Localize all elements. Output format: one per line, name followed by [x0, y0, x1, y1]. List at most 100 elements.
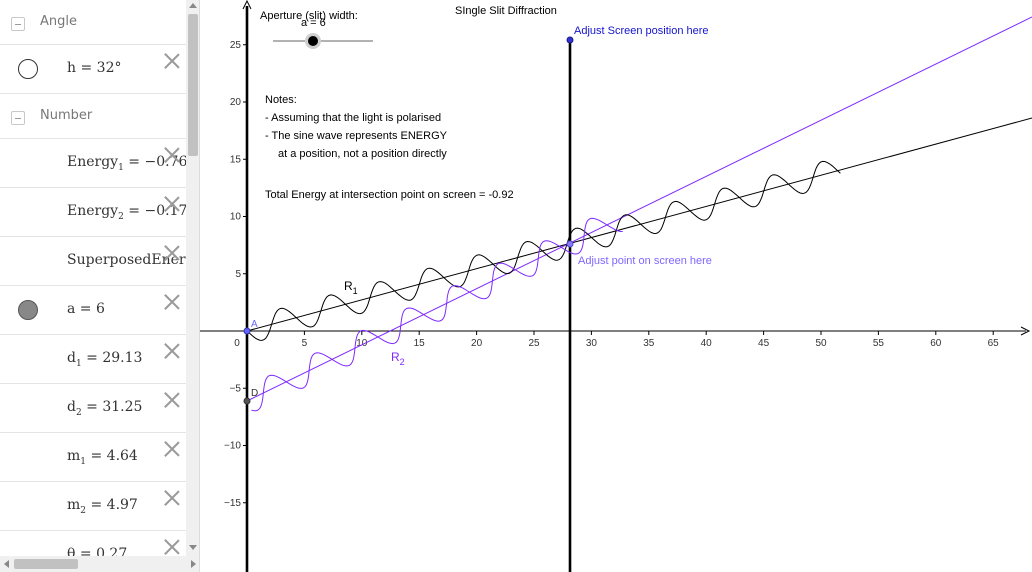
var-subscript: 1 — [75, 358, 82, 369]
notes-line-1: - Assuming that the light is polarised — [265, 112, 441, 124]
expression-theta[interactable]: θ = 0.27 — [67, 546, 127, 556]
delete-icon[interactable] — [162, 145, 182, 165]
y-tick-label: 25 — [230, 40, 242, 51]
scroll-up-icon[interactable] — [189, 3, 197, 8]
x-tick-label: 35 — [643, 338, 655, 349]
var-value: 4.64 — [106, 448, 138, 464]
y-tick-label: −10 — [224, 441, 241, 452]
notes-line-3: at a position, not a position directly — [278, 148, 447, 160]
slider-value-label: a = 6 — [301, 17, 326, 29]
y-tick-label: −5 — [230, 383, 242, 394]
var-name: θ — [67, 546, 76, 556]
delete-icon[interactable] — [162, 488, 182, 508]
point-a[interactable] — [243, 327, 251, 335]
intersection-point[interactable] — [566, 240, 574, 248]
expression-d1[interactable]: d1 = 29.13 — [67, 350, 143, 369]
graphics-canvas[interactable]: 0 5 10 15 20 25 30 35 40 45 50 55 60 65 5 10 15 20 25 −5 −1… — [200, 0, 1032, 572]
x-tick-label: 65 — [988, 338, 1000, 349]
expression-m1[interactable]: m1 = 4.64 — [67, 448, 138, 467]
group-label: Number — [40, 108, 93, 123]
var-value: 32° — [96, 60, 122, 76]
var-subscript: 2 — [75, 407, 82, 418]
vertical-scrollbar[interactable] — [186, 0, 199, 556]
x-tick-label: 5 — [302, 338, 308, 349]
algebra-row-a[interactable]: a = 6 — [0, 286, 186, 335]
point-d-label: D — [251, 388, 258, 399]
point-a-label: A — [251, 319, 258, 330]
var-name: d — [67, 399, 76, 415]
y-axis-ticks: 5 10 15 20 25 −5 −10 −15 — [224, 40, 247, 509]
scrollbar-thumb[interactable] — [188, 14, 198, 156]
var-name: Energy — [67, 203, 119, 219]
x-tick-label: 40 — [701, 338, 713, 349]
graphics-view[interactable]: 0 5 10 15 20 25 30 35 40 45 50 55 60 65 5 10 15 20 25 −5 −1… — [200, 0, 1032, 572]
var-name: m — [67, 448, 81, 464]
algebra-row-energy2[interactable]: Energy2 = −0.17 — [0, 188, 186, 237]
scroll-down-icon[interactable] — [189, 545, 197, 550]
var-subscript: 2 — [118, 211, 124, 222]
algebra-row-d2[interactable]: d2 = 31.25 — [0, 384, 186, 433]
wave-r2 — [251, 217, 623, 412]
ray-r1[interactable] — [246, 117, 1032, 332]
point-label[interactable]: Adjust point on screen here — [578, 255, 712, 267]
algebra-row-m1[interactable]: m1 = 4.64 — [0, 433, 186, 482]
x-tick-label: 30 — [586, 338, 598, 349]
expression-d2[interactable]: d2 = 31.25 — [67, 399, 143, 418]
algebra-row-m2[interactable]: m2 = 4.97 — [0, 482, 186, 531]
var-name: Energy — [67, 154, 119, 170]
expression-h[interactable]: h = 32° — [67, 60, 122, 76]
delete-icon[interactable] — [162, 51, 182, 71]
group-number[interactable]: Number — [0, 94, 186, 139]
ray-r1-label: R1 — [344, 279, 358, 296]
x-tick-label: 10 — [356, 338, 368, 349]
y-tick-label: 15 — [230, 154, 242, 165]
notes-line-2: - The sine wave represents ENERGY — [265, 130, 448, 142]
collapse-icon[interactable] — [11, 111, 25, 125]
visibility-toggle-icon[interactable] — [18, 59, 38, 79]
graph-title: SIngle Slit Diffraction — [455, 5, 557, 17]
algebra-row-energy1[interactable]: Energy1 = −0.76 — [0, 139, 186, 188]
var-subscript: 2 — [80, 505, 87, 516]
var-value: 29.13 — [102, 350, 143, 366]
group-angle[interactable]: Angle — [0, 0, 186, 45]
x-axis-arrow-icon — [1020, 326, 1031, 336]
var-name: a — [67, 301, 76, 317]
var-value: 0.27 — [96, 546, 128, 556]
delete-icon[interactable] — [162, 390, 182, 410]
algebra-row-h[interactable]: h = 32° — [0, 45, 186, 94]
var-subscript: 1 — [80, 456, 87, 467]
delete-icon[interactable] — [162, 439, 182, 459]
scroll-right-icon[interactable] — [191, 560, 196, 568]
algebra-row-theta[interactable]: θ = 0.27 — [0, 531, 186, 556]
collapse-icon[interactable] — [11, 17, 25, 31]
delete-icon[interactable] — [162, 292, 182, 312]
horizontal-scrollbar[interactable] — [0, 556, 199, 572]
point-d[interactable] — [243, 397, 251, 405]
ray-r2[interactable] — [246, 16, 1032, 402]
screen-handle[interactable] — [566, 36, 574, 44]
slider-knob-center[interactable] — [308, 36, 318, 46]
expression-a[interactable]: a = 6 — [67, 301, 105, 317]
scroll-left-icon[interactable] — [4, 560, 9, 568]
var-value: 31.25 — [102, 399, 143, 415]
x-tick-label: 50 — [815, 338, 827, 349]
algebra-row-superposed[interactable]: SuperposedEnergy = — [0, 237, 186, 286]
screen-label[interactable]: Adjust Screen position here — [574, 25, 709, 37]
delete-icon[interactable] — [162, 243, 182, 263]
var-subscript: 1 — [118, 162, 124, 173]
expression-superposed[interactable]: SuperposedEnergy = — [67, 252, 186, 268]
x-tick-label: 15 — [414, 338, 426, 349]
group-label: Angle — [40, 14, 77, 29]
visibility-toggle-icon[interactable] — [18, 300, 38, 320]
y-axis-arrow-icon — [242, 0, 252, 10]
var-name: h — [67, 60, 77, 76]
delete-icon[interactable] — [162, 194, 182, 214]
x-tick-label: 60 — [930, 338, 942, 349]
slider-label: Aperture (slit) width: — [260, 10, 358, 22]
y-tick-label: 10 — [230, 212, 242, 223]
delete-icon[interactable] — [162, 341, 182, 361]
algebra-row-d1[interactable]: d1 = 29.13 — [0, 335, 186, 384]
scrollbar-thumb[interactable] — [14, 559, 78, 569]
expression-m2[interactable]: m2 = 4.97 — [67, 497, 138, 516]
delete-icon[interactable] — [162, 537, 182, 556]
